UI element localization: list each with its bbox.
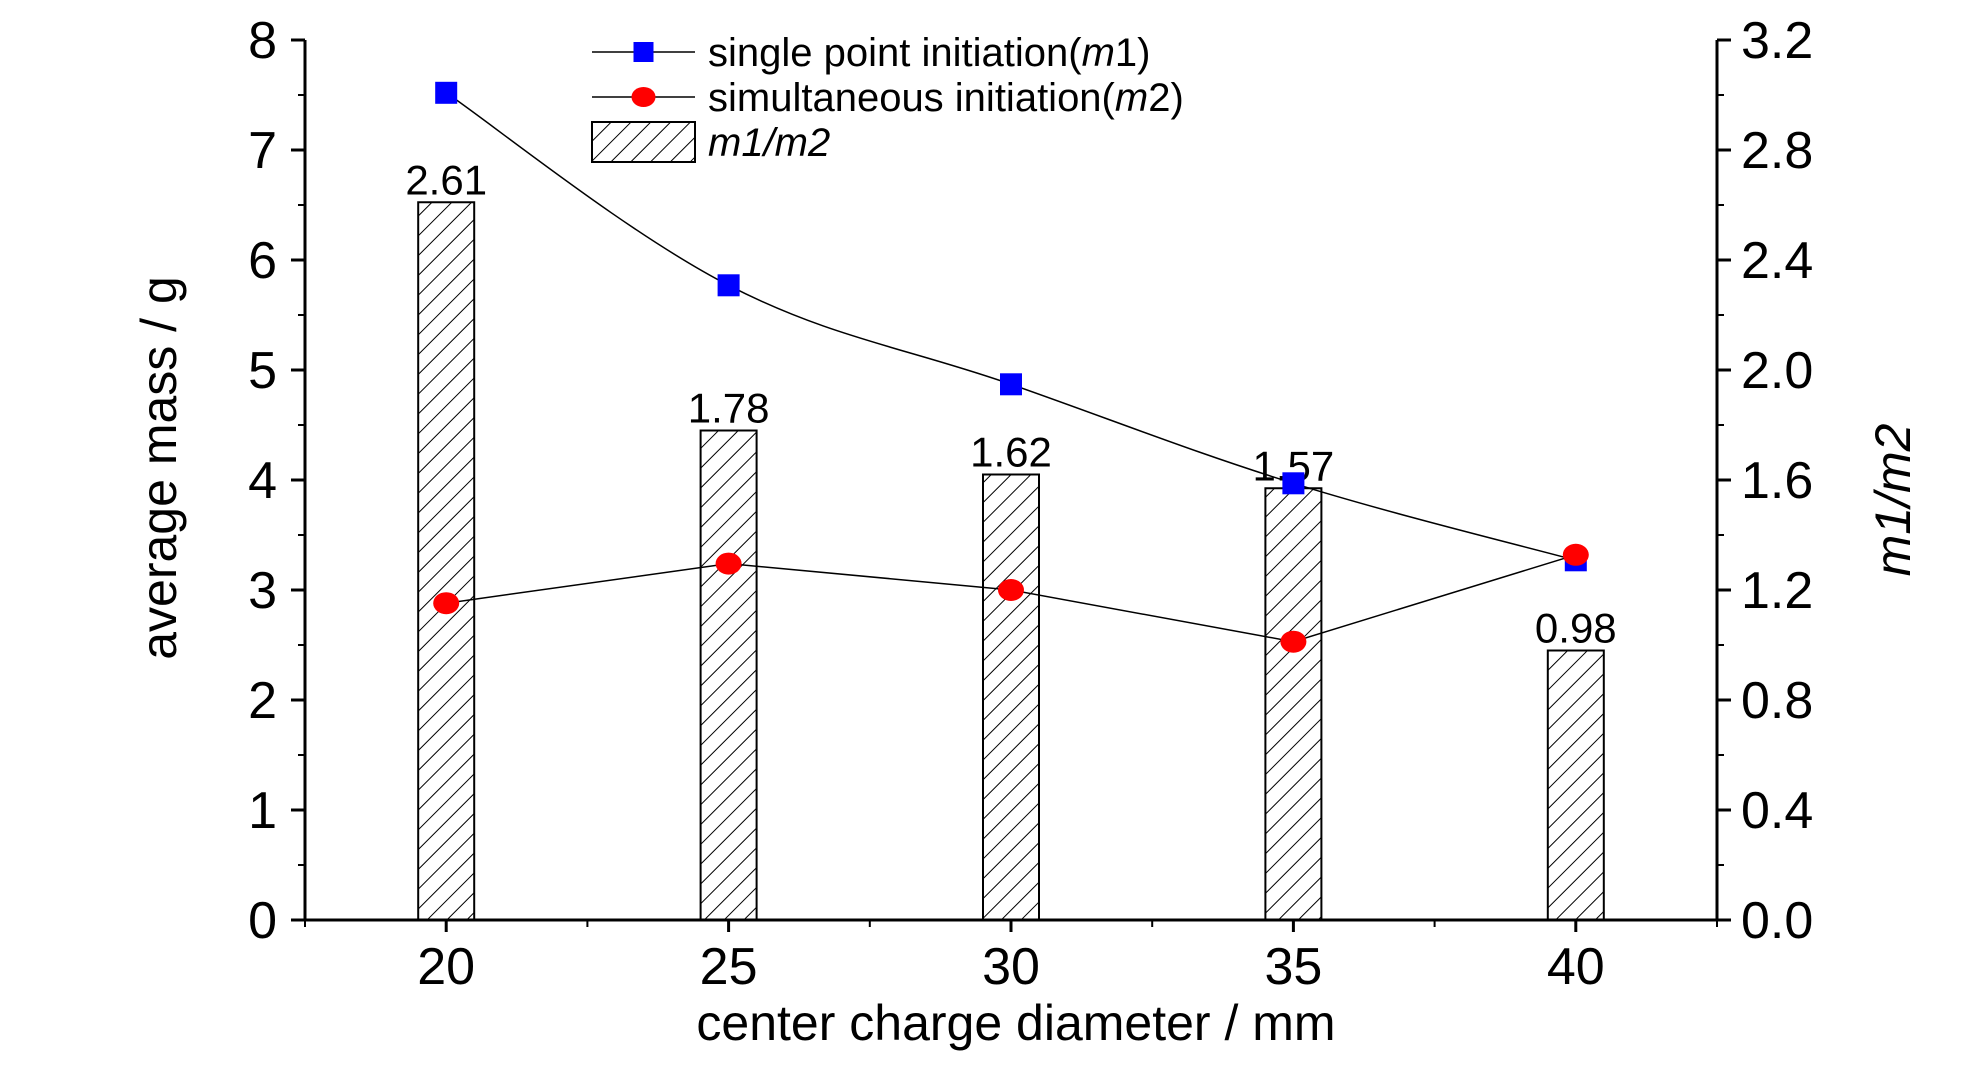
y-left-tick-label: 7 [248, 122, 277, 180]
x-tick-label: 35 [1264, 938, 1322, 996]
ratio-bar-label: 2.61 [405, 156, 487, 203]
y-left-tick-label: 6 [248, 232, 277, 290]
y-right-tick-label: 1.2 [1741, 562, 1813, 620]
x-tick-label: 25 [700, 938, 758, 996]
y-right-tick-label: 1.6 [1741, 452, 1813, 510]
x-tick-label: 40 [1547, 938, 1605, 996]
ratio-bar [1546, 649, 1605, 921]
y-left-tick-label: 4 [248, 452, 277, 510]
legend-square-icon [633, 42, 654, 62]
m2-point [998, 579, 1024, 601]
y-left-tick-label: 1 [248, 782, 277, 840]
ratio-bar [1264, 487, 1323, 921]
y-left-axis-title: average mass / g [131, 276, 187, 660]
y-left-tick-label: 3 [248, 562, 277, 620]
y-left-tick-label: 5 [248, 342, 277, 400]
y-right-tick-label: 2.8 [1741, 122, 1813, 180]
y-right-tick-label: 0.0 [1741, 892, 1813, 950]
m1-point [435, 81, 458, 104]
m2-point [1280, 630, 1307, 653]
ratio-bar [699, 429, 758, 921]
m1-point [717, 274, 740, 297]
y-right-tick-label: 3.2 [1741, 12, 1813, 70]
m1-point [1000, 373, 1022, 396]
m2-point [433, 592, 460, 615]
ratio-bar-label: 1.78 [688, 385, 770, 432]
legend-hatch-icon [591, 121, 696, 163]
m2-point [715, 552, 742, 575]
y-right-tick-label: 2.0 [1741, 342, 1813, 400]
ratio-bar-label: 1.62 [970, 429, 1052, 476]
y-right-tick-label: 0.8 [1741, 672, 1813, 730]
ratio-bar [982, 473, 1040, 921]
legend-circle-icon [631, 87, 656, 107]
legend-label: single point initiation(m1) [708, 31, 1150, 75]
ratio-bar-label: 0.98 [1535, 605, 1617, 652]
legend-label: m1/m2 [708, 121, 830, 165]
y-right-tick-label: 2.4 [1741, 232, 1813, 290]
m2-point [1562, 543, 1589, 566]
y-left-tick-label: 2 [248, 672, 277, 730]
x-tick-label: 20 [417, 938, 475, 996]
y-right-tick-label: 0.4 [1741, 782, 1813, 840]
y-right-axis-title: m1/m2 [1865, 423, 1921, 576]
m1-point [1282, 472, 1305, 495]
y-left-tick-label: 0 [248, 892, 277, 950]
x-tick-label: 30 [982, 938, 1040, 996]
x-axis-title: center charge diameter / mm [696, 995, 1335, 1051]
ratio-bar [417, 201, 476, 921]
y-left-tick-label: 8 [248, 12, 277, 70]
legend-label: simultaneous initiation(m2) [708, 76, 1184, 120]
